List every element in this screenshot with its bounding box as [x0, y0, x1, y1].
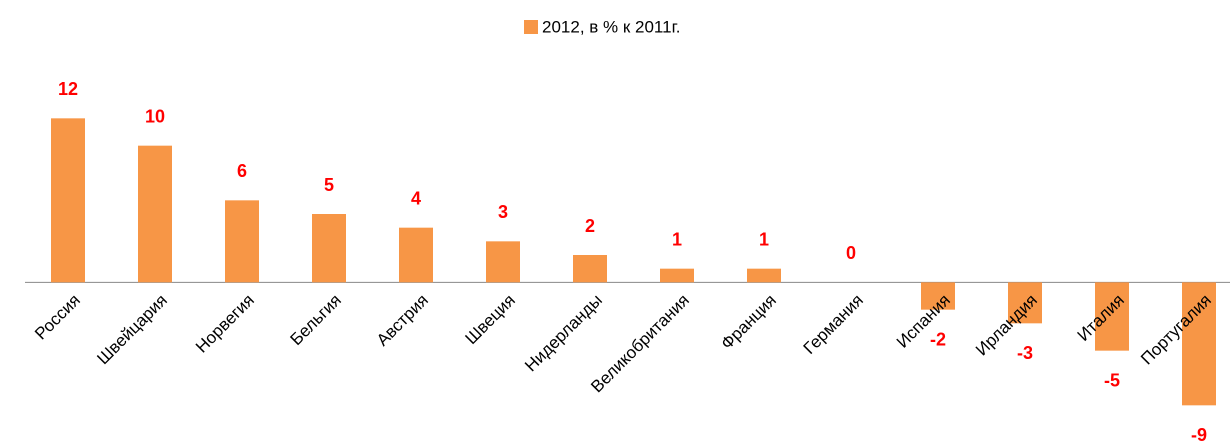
bar	[225, 200, 259, 283]
value-label: 1	[672, 229, 682, 249]
value-label: 2	[585, 216, 595, 236]
bar	[921, 282, 955, 310]
x-tick-label: Россия	[31, 291, 84, 344]
bar	[138, 145, 172, 283]
x-tick-label: Германия	[800, 291, 867, 358]
bar	[51, 118, 85, 283]
bar	[1095, 282, 1129, 351]
value-label: 4	[411, 188, 421, 208]
x-tick-label: Швеция	[461, 291, 519, 349]
value-label: 5	[324, 175, 334, 195]
value-label: -5	[1104, 370, 1120, 390]
x-tick-label: Австрия	[373, 291, 432, 350]
x-tick-label: Швейцария	[93, 291, 171, 369]
value-label: 10	[145, 106, 165, 126]
legend-label: 2012, в % к 2011г.	[542, 17, 680, 36]
legend-swatch	[524, 20, 538, 34]
bar	[573, 255, 607, 283]
value-label: 3	[498, 202, 508, 222]
value-label: -3	[1017, 343, 1033, 363]
value-label: -2	[930, 329, 946, 349]
bar	[1008, 282, 1042, 324]
value-label: 0	[846, 243, 856, 263]
bar	[486, 241, 520, 283]
bar	[399, 227, 433, 283]
x-tick-label: Франция	[717, 291, 780, 354]
value-label: 12	[58, 79, 78, 99]
x-tick-label: Бельгия	[286, 291, 345, 350]
bar	[747, 268, 781, 283]
x-tick-label: Нидерланды	[521, 291, 606, 376]
value-label: -9	[1191, 425, 1207, 445]
bar	[312, 214, 346, 283]
value-label: 6	[237, 161, 247, 181]
bar	[660, 268, 694, 283]
x-tick-label: Норвегия	[192, 291, 258, 357]
value-label: 1	[759, 229, 769, 249]
bar	[1182, 282, 1216, 406]
